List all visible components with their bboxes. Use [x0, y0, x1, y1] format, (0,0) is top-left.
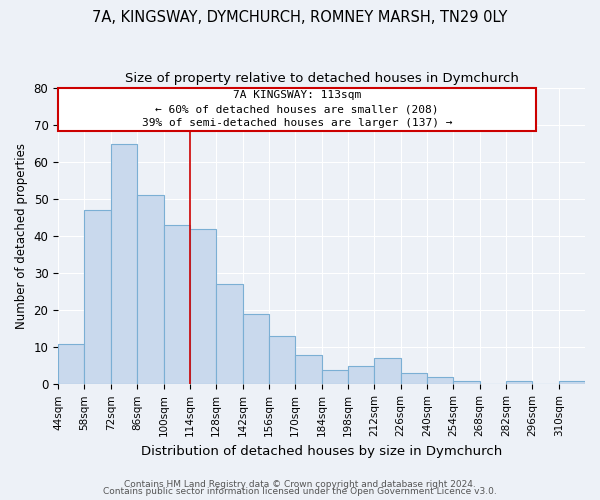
- X-axis label: Distribution of detached houses by size in Dymchurch: Distribution of detached houses by size …: [141, 444, 502, 458]
- Bar: [559, 380, 585, 384]
- Text: 7A KINGSWAY: 113sqm
← 60% of detached houses are smaller (208)
39% of semi-detac: 7A KINGSWAY: 113sqm ← 60% of detached ho…: [142, 90, 452, 128]
- Bar: [58, 344, 85, 384]
- Bar: [85, 210, 111, 384]
- Bar: [242, 314, 269, 384]
- Bar: [164, 225, 190, 384]
- Bar: [506, 380, 532, 384]
- Bar: [374, 358, 401, 384]
- Y-axis label: Number of detached properties: Number of detached properties: [15, 143, 28, 329]
- Bar: [190, 229, 216, 384]
- Bar: [401, 373, 427, 384]
- Text: 7A, KINGSWAY, DYMCHURCH, ROMNEY MARSH, TN29 0LY: 7A, KINGSWAY, DYMCHURCH, ROMNEY MARSH, T…: [92, 10, 508, 25]
- Bar: [322, 370, 348, 384]
- Bar: [427, 377, 453, 384]
- FancyBboxPatch shape: [58, 88, 536, 130]
- Bar: [453, 380, 479, 384]
- Bar: [269, 336, 295, 384]
- Bar: [137, 196, 164, 384]
- Title: Size of property relative to detached houses in Dymchurch: Size of property relative to detached ho…: [125, 72, 518, 86]
- Bar: [295, 354, 322, 384]
- Text: Contains HM Land Registry data © Crown copyright and database right 2024.: Contains HM Land Registry data © Crown c…: [124, 480, 476, 489]
- Bar: [216, 284, 242, 384]
- Bar: [111, 144, 137, 384]
- Bar: [348, 366, 374, 384]
- Text: Contains public sector information licensed under the Open Government Licence v3: Contains public sector information licen…: [103, 487, 497, 496]
